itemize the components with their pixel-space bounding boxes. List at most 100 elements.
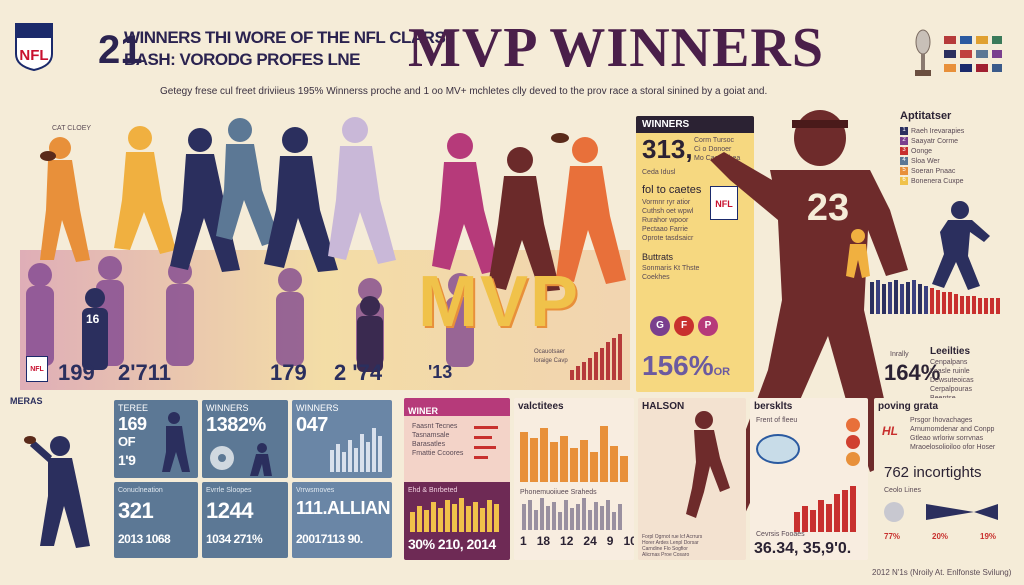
poving-pct-row: 77% 20% 19% <box>884 532 996 541</box>
hero-silhouettes <box>0 100 640 390</box>
poving-line: Mraoelosolioiloo ofor Hoser <box>910 444 996 451</box>
axis-tick: 18 <box>536 534 551 548</box>
right-stat-label: Inrally <box>890 351 909 358</box>
panel-valctitees-caption: Phonemuoiiuee Sraheds <box>520 489 597 496</box>
subtitle-line-2: BASH: VORODG PROFES LNE <box>124 50 360 69</box>
right-legend-list: 1 Raeh Irevarapies 2 Saayatr Corme 3 Oon… <box>900 126 1010 186</box>
panel-bersklts-foot: 36.34, 35,9'0. <box>754 540 852 557</box>
helmet-icon <box>756 434 800 464</box>
panel-winners-b-value: 047 <box>296 414 328 436</box>
nfl-mini-logo: NFL <box>26 356 48 382</box>
halson-note: Horer Ardes Lenpl Dorsar <box>642 540 699 546</box>
nfl-card-logo: NFL <box>710 186 738 220</box>
trophy-icon <box>910 28 936 80</box>
panel-teree-value: 169 <box>118 414 147 434</box>
panel-winners-b-bottom-value: 111.ALLIAN <box>296 498 391 518</box>
right-side-line: Leasle ruinle <box>930 368 970 375</box>
winners-line-a-5: Oprote tasdsaicr <box>642 235 694 242</box>
poving-line: Gtleao wrloriw sorrvnas <box>910 435 984 442</box>
jersey-number: 23 <box>807 187 849 229</box>
winners-side-line-1: Corm Tursoc <box>694 137 735 144</box>
winners-line-b-1: Sonmaris Kt Thste <box>642 265 700 272</box>
panel-winer-caption: Ehd & Bnrbeted <box>408 487 458 494</box>
panel-winer-title: WINER <box>408 406 438 416</box>
legend-row: 4 Sloa Wer <box>900 156 1010 166</box>
legend-row: 2 Saayatr Corme <box>900 136 1010 146</box>
halson-note: Alicrnas Proe Cosaro <box>642 552 690 558</box>
vinyl-icon <box>210 443 272 476</box>
panel-poving-title: poving grata <box>878 401 939 412</box>
winners-line-a-4: Pectaao Farrie <box>642 226 688 233</box>
subtitle-prefix: 21 <box>98 28 143 72</box>
panel-valctitees-title: valctitees <box>518 401 564 412</box>
legend-row: 3 Oonge <box>900 146 1010 156</box>
legend-num: 4 <box>900 157 908 165</box>
svg-text:NFL: NFL <box>19 47 48 64</box>
team-g-icon: G <box>650 316 670 336</box>
valctitees-orange-bars <box>520 426 628 482</box>
legend-row: 1 Raeh Irevarapies <box>900 126 1010 136</box>
bottom-runner <box>660 408 740 528</box>
award-icon <box>846 435 860 449</box>
valctitees-gray-bars <box>522 498 622 530</box>
legend-num: 5 <box>900 167 908 175</box>
panel-winners-a-bottom: Evrrle Sloopes 1244 1034 271% <box>202 482 288 558</box>
right-legend-title: Aptitatser <box>900 110 952 122</box>
halson-note: Carndine Flo Sogfior <box>642 546 688 552</box>
winners-label-a: fol to caetes <box>642 184 702 196</box>
panel-winners-a: WINNERS 1382% <box>202 400 288 478</box>
winners-line-a-2: Cuthsh oet wpwl <box>642 208 694 215</box>
nfl-shield-icon: NFL <box>15 23 53 72</box>
pct-label: 19% <box>980 532 997 541</box>
legend-num: 2 <box>900 137 908 145</box>
panel-teree-caption: Conuclneation <box>118 487 163 494</box>
panel-teree: TEREE 169 OF 1'9 <box>114 400 198 478</box>
panel-winer-bottom: Ehd & Bnrbeted 30% 210, 2014 <box>404 482 510 560</box>
legend-label: Oonge <box>911 147 933 155</box>
winners-line-a-1: Vormnr ryr atior <box>642 199 691 206</box>
valctitees-axis: 1 18 12 24 9 10 <box>520 534 634 548</box>
hero-jersey-small: 16 <box>86 312 100 326</box>
panel-winners-b-bottom: Vrrwsmoves 111.ALLIAN 20017113 90. <box>292 482 392 558</box>
panel-winners-b: WINNERS 047 <box>292 400 392 478</box>
winners-percent-suffix: OR <box>713 366 731 378</box>
cap-label: CAT CLOEY <box>52 125 92 132</box>
legend-label: Soeran Pnaac <box>911 167 956 175</box>
winners-card-value: 313, <box>642 134 693 164</box>
panel-winners-a-value: 1382% <box>206 414 266 436</box>
team-f-icon: F <box>674 316 694 336</box>
legend-row: 5 Soeran Pnaac <box>900 166 1010 176</box>
panel-teree-foot: 2013 1068 <box>118 532 171 546</box>
poving-pennant-graphic <box>884 502 998 522</box>
right-runner-graphic <box>840 196 1020 326</box>
footer-credit: 2012 N'1s (Nroily At. Enlfonste Svilung) <box>872 568 1012 577</box>
hero-stat-4: 2 '74 <box>334 360 383 385</box>
award-icon <box>846 452 860 466</box>
bersklts-bars <box>794 486 856 532</box>
panel-poving-caption: Ceolo Lines <box>884 487 921 494</box>
panel-winners-b-caption: Vrrwsmoves <box>296 487 335 494</box>
poving-line: Prsgor Ihovachages <box>910 417 973 424</box>
pct-label: 20% <box>932 532 949 541</box>
hero-center-mvp: MVP <box>418 262 581 342</box>
right-side-line: Cerpalpouras <box>930 386 973 393</box>
winer-line: Fmattie Ccoores <box>412 450 464 457</box>
axis-tick: 9 <box>606 534 614 548</box>
panel-winer-header: WINER <box>404 398 510 416</box>
winer-line: Tasnamsale <box>412 432 450 439</box>
winners-label-b: Buttrats <box>642 252 674 262</box>
right-side-title: Leeilties <box>930 346 971 357</box>
legend-label: Bonenera Cuxpe <box>911 177 964 185</box>
panel-bersklts: bersklts Frent of fleeu Cevrsis Fooaes 3… <box>750 398 868 560</box>
winners-percent-value: 156% <box>642 350 714 381</box>
panel-winners-a-foot: 1034 271% <box>206 532 263 546</box>
quarterback-icon <box>24 436 90 548</box>
panel-halson-title: HALSON <box>642 401 685 412</box>
hero-chart-caption: Ocauotsaer loraige Cavp <box>534 349 568 364</box>
right-side-line: Cenpalpans <box>930 359 968 366</box>
axis-tick: 10 <box>623 534 634 548</box>
winer-yellow-bars <box>410 498 499 532</box>
panel-winer-foot: 30% 210, 2014 <box>408 536 496 552</box>
panel-meras: MERAS <box>10 396 110 556</box>
panel-poving-stat: 762 incortights <box>884 464 982 481</box>
